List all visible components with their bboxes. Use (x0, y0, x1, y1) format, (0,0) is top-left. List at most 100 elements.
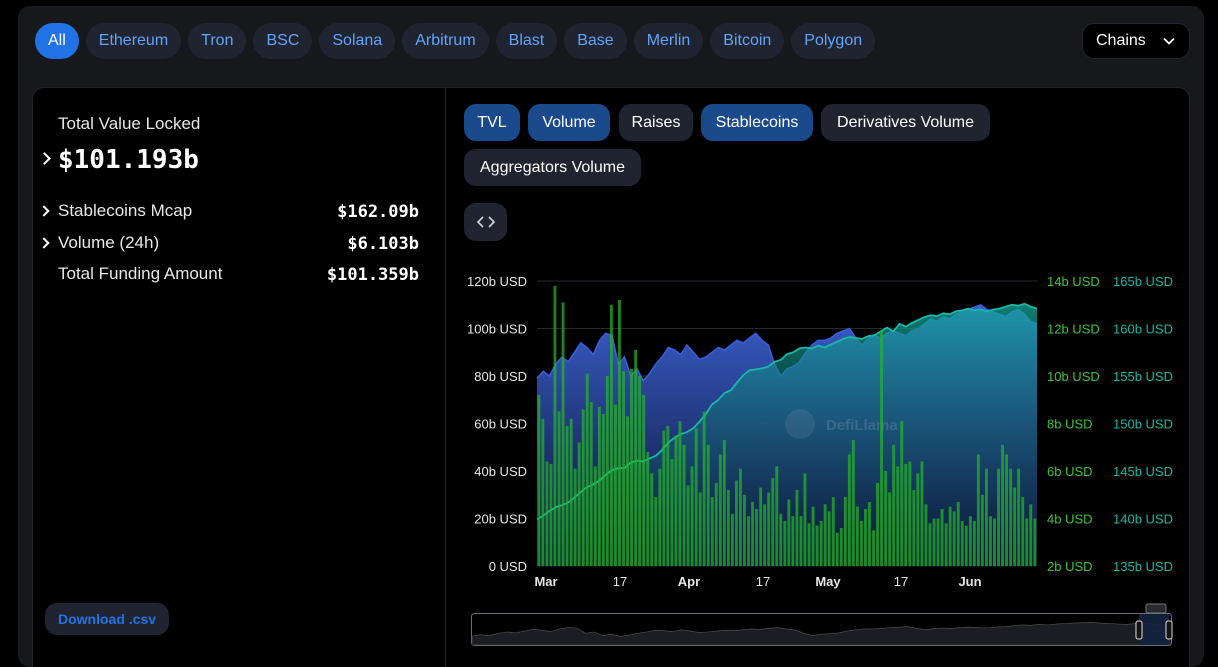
volume-bar (843, 497, 847, 566)
slider-right-handle[interactable] (1165, 620, 1173, 640)
volume-bar (650, 473, 654, 566)
code-icon (476, 216, 495, 228)
download-csv-button[interactable]: Download .csv (45, 603, 170, 635)
volume-bar (537, 395, 541, 566)
y-tick-label-volume: 8b USD (1047, 417, 1093, 432)
volume-bar (573, 468, 577, 566)
volume-bar (690, 466, 694, 567)
volume-bar (880, 330, 883, 566)
volume-bar (767, 492, 771, 566)
y-tick-label-stablecoins: 150b USD (1113, 417, 1173, 432)
volume-24h-label: Volume (24h) (58, 233, 160, 252)
chain-tab-ethereum[interactable]: Ethereum (85, 23, 182, 59)
overview-chart[interactable]: 120b USD 14b USD 165b USD 100b USD 12b USD 16… (446, 260, 1218, 600)
volume-bar (993, 518, 996, 566)
slider-left-handle[interactable] (1135, 620, 1143, 640)
y-tick-label-left: 100b USD (467, 322, 527, 337)
volume-bar (916, 473, 920, 566)
y-tick-label-volume: 2b USD (1047, 559, 1093, 574)
volume-bar (985, 468, 988, 566)
volume-bar (876, 482, 879, 566)
chains-dropdown-label: Chains (1096, 32, 1146, 49)
volume-bar (694, 428, 698, 567)
tab-derivatives-volume[interactable]: Derivatives Volume (821, 104, 990, 141)
stablecoins-area (537, 303, 1037, 566)
volume-bar (815, 525, 819, 566)
y-tick-label-stablecoins: 155b USD (1113, 369, 1173, 384)
volume-bar (847, 454, 851, 566)
volume-bar (972, 520, 976, 566)
tab-tvl[interactable]: TVL (464, 104, 520, 141)
y-tick-label-volume: 4b USD (1047, 512, 1093, 527)
x-tick-label: 17 (894, 574, 908, 589)
volume-bar (783, 520, 787, 566)
volume-bar (622, 371, 625, 567)
stablecoins-mcap-label: Stablecoins Mcap (58, 201, 193, 220)
volume-bar (735, 480, 738, 566)
volume-bar (924, 504, 928, 567)
x-tick-label: Mar (534, 574, 557, 589)
chain-tab-arbitrum[interactable]: Arbitrum (402, 23, 489, 59)
volume-bar (795, 490, 799, 566)
slider-drag-handle[interactable] (1145, 603, 1167, 614)
volume-bar (638, 376, 642, 566)
chain-tab-tron[interactable]: Tron (188, 23, 247, 59)
volume-bar (743, 494, 746, 567)
volume-bar (662, 430, 666, 566)
volume-bar (912, 490, 916, 566)
x-tick-label: Jun (958, 574, 981, 589)
volume-bar (666, 425, 670, 566)
volume-bar (722, 440, 726, 566)
volume-bar (601, 414, 605, 566)
embed-code-button[interactable] (464, 203, 507, 241)
volume-bar (561, 302, 565, 566)
y-tick-label-left: 60b USD (474, 417, 527, 432)
y-tick-label-left: 80b USD (474, 369, 527, 384)
volume-bar (1013, 487, 1017, 566)
y-tick-label-stablecoins: 145b USD (1113, 464, 1173, 479)
volume-bar (1009, 468, 1013, 566)
volume-bar (956, 501, 960, 566)
watermark-logo (785, 409, 815, 439)
volume-bar (803, 473, 807, 566)
chain-tab-base[interactable]: Base (564, 23, 627, 59)
volume-bar (904, 463, 908, 566)
volume-bar (593, 466, 597, 567)
volume-bar (980, 494, 984, 567)
tvl-value: $101.193b (58, 145, 199, 175)
chain-tab-solana[interactable]: Solana (319, 23, 396, 59)
chain-tab-polygon[interactable]: Polygon (791, 23, 876, 59)
panel-divider (445, 88, 446, 667)
tvl-label: Total Value Locked (58, 114, 201, 133)
volume-bar (577, 442, 581, 566)
chain-tab-bsc[interactable]: BSC (253, 23, 313, 59)
tab-stablecoins[interactable]: Stablecoins (701, 104, 813, 141)
chain-tab-all[interactable]: All (35, 23, 79, 59)
slider-selection (1139, 614, 1169, 645)
tab-aggregators-volume[interactable]: Aggregators Volume (464, 149, 641, 186)
y-tick-label-left: 0 USD (489, 559, 527, 574)
stablecoins-mcap-value: $162.09b (337, 202, 419, 222)
volume-bar (807, 523, 811, 567)
volume-bar (868, 501, 871, 566)
volume-bar (702, 411, 706, 566)
chain-tab-bitcoin[interactable]: Bitcoin (710, 23, 785, 59)
y-tick-label-volume: 6b USD (1047, 464, 1093, 479)
volume-bar (597, 406, 601, 566)
volume-bar (658, 468, 662, 566)
x-tick-label: May (815, 574, 841, 589)
tab-volume[interactable]: Volume (528, 104, 610, 141)
chain-tab-merlin[interactable]: Merlin (633, 23, 704, 59)
watermark-text: DefiLlama (826, 417, 898, 434)
volume-bar (944, 523, 948, 567)
chain-tab-blast[interactable]: Blast (495, 23, 558, 59)
volume-bar (948, 506, 952, 566)
chain-tabs: All Ethereum Tron BSC Solana Arbitrum Blast Bas… (35, 23, 876, 59)
volume-bar (747, 516, 750, 566)
volume-bar (605, 376, 609, 566)
range-slider[interactable] (466, 600, 1178, 650)
volume-bar (779, 513, 783, 567)
tab-raises[interactable]: Raises (619, 104, 693, 141)
y-tick-label-left: 40b USD (474, 464, 527, 479)
chains-dropdown[interactable]: Chains (1082, 23, 1190, 59)
